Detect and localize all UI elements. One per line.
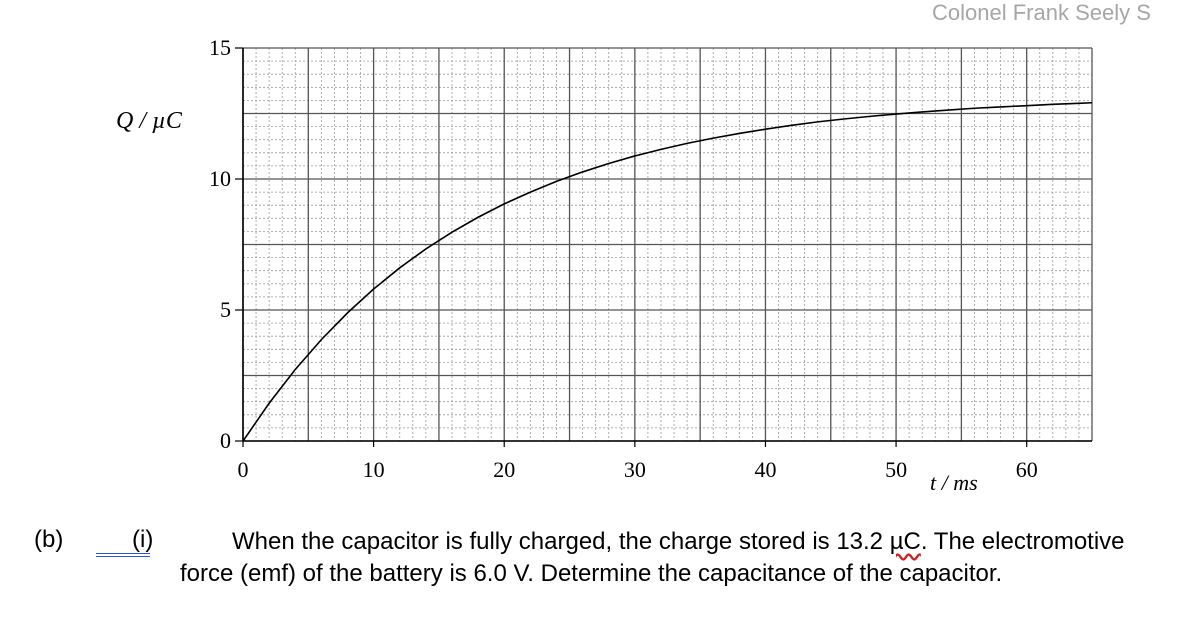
watermark-text: Colonel Frank Seely S <box>932 0 1151 25</box>
x-tick-label: 10 <box>363 457 385 482</box>
subpart-underline <box>96 553 150 557</box>
y-tick-label: 5 <box>220 297 231 322</box>
x-tick-label: 0 <box>238 457 249 482</box>
question-part-label: (b) <box>34 526 64 553</box>
question-subpart-label: (i) <box>132 526 154 553</box>
y-axis-label: Q / µC <box>116 108 183 134</box>
tick-labels: 0 10 20 30 40 50 60 0 5 10 15 <box>209 35 1038 482</box>
y-tick-label: 10 <box>209 166 231 191</box>
series-line-charge <box>242 101 1093 442</box>
charge-unit: µC <box>889 528 921 555</box>
y-tick-label: 15 <box>209 35 231 60</box>
x-tick-label: 20 <box>493 457 515 482</box>
grid-major <box>242 47 1093 442</box>
x-tick-label: 60 <box>1016 457 1038 482</box>
x-axis-label: t / ms <box>930 470 978 495</box>
question-text-before: When the capacitor is fully charged, the… <box>232 528 890 555</box>
x-tick-label: 40 <box>754 457 776 482</box>
x-tick-label: 30 <box>624 457 646 482</box>
x-tick-label: 50 <box>885 457 907 482</box>
charge-time-graph: 0 10 20 30 40 50 60 0 5 10 15 Q / µC t / ms <box>116 35 1093 495</box>
axes <box>242 48 1092 442</box>
question-text: When the capacitor is fully charged, the… <box>180 526 1180 590</box>
y-tick-label: 0 <box>220 428 231 453</box>
question-text-after: . The electromotive force (emf) of the b… <box>180 528 1125 587</box>
